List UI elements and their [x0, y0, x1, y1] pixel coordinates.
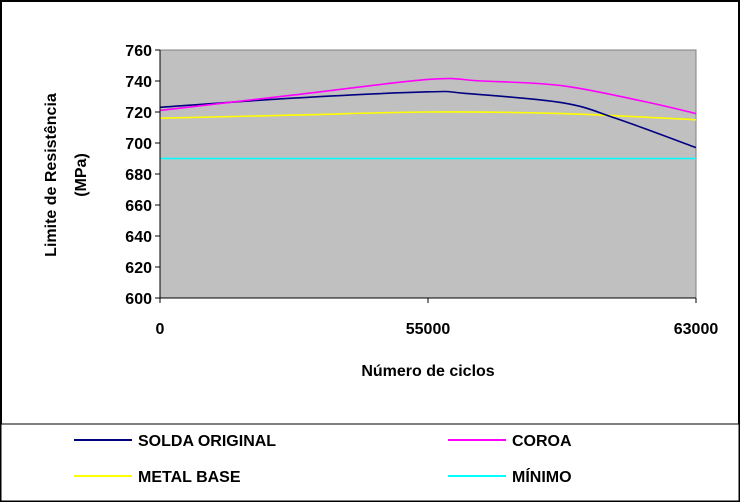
plot-area: [159, 49, 697, 299]
x-tick-label: 55000: [406, 321, 451, 338]
legend: SOLDA ORIGINAL COROA METAL BASE MÍNIMO: [74, 433, 572, 486]
series-line-coroa: [159, 77, 697, 115]
y-axis-title-line-2: (MPa): [73, 153, 90, 197]
y-tick-label: 680: [125, 167, 152, 184]
y-tick-label: 760: [125, 43, 152, 60]
y-tick-label: 600: [125, 291, 152, 308]
x-tick-label: 0: [156, 321, 165, 338]
y-tick-label: 640: [125, 229, 152, 246]
y-tick-label: 620: [125, 260, 152, 277]
legend-label-coroa: COROA: [512, 433, 572, 450]
legend-label-m-nimo: MÍNIMO: [512, 467, 572, 486]
legend-label-metal-base: METAL BASE: [138, 469, 241, 486]
x-axis-title: Número de ciclos: [361, 363, 494, 380]
series-line-solda-original: [159, 90, 697, 149]
y-axis-title-line-1: Limite de Resistência: [43, 93, 60, 257]
y-tick-label: 740: [125, 74, 152, 91]
legend-label-solda-original: SOLDA ORIGINAL: [138, 433, 276, 450]
x-tick-label: 63000: [674, 321, 719, 338]
axis-layer: 600 620 640 660 680 700 720 740 760 0 55000 63000: [125, 43, 718, 338]
series-layer: [159, 77, 697, 160]
y-tick-label: 720: [125, 105, 152, 122]
y-tick-label: 660: [125, 198, 152, 215]
y-tick-label: 700: [125, 136, 152, 153]
legend-box: [0, 423, 740, 502]
